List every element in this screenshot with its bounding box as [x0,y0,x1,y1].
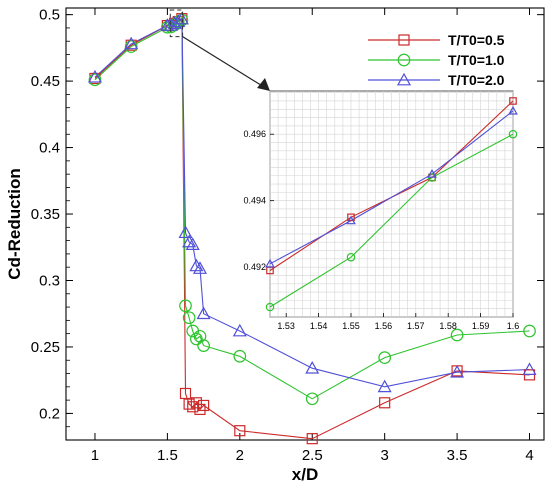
data-point-1 [190,332,203,346]
data-point-2 [182,234,197,248]
data-point-1 [233,349,247,363]
y-axis-title: Cd-Reduction [5,168,24,279]
legend-marker-1 [397,53,411,67]
data-point-0 [234,425,246,437]
data-point-0 [306,433,318,445]
data-point-2 [305,360,320,374]
data-point-2 [171,14,186,27]
x-tick-label: 1 [91,447,99,464]
inset-data-point-2 [427,169,437,178]
inset-y-tick-label: 0.492 [243,262,266,272]
legend-marker-2 [396,72,412,86]
y-tick-label: 0.3 [39,272,60,289]
data-point-0 [187,401,199,413]
data-point-0 [183,398,195,410]
data-point-1 [523,324,536,338]
x-tick-label: 3.5 [447,447,468,464]
data-point-0 [190,397,202,409]
inset-x-tick-label: 1.53 [277,321,295,331]
x-tick-label: 2 [236,447,244,464]
x-tick-label: 1.5 [157,447,178,464]
series-line-1 [94,19,530,400]
main-series-layer [87,11,537,445]
inset-data-point-1 [346,252,356,262]
data-point-0 [379,397,391,409]
y-tick-label: 0.5 [39,7,60,24]
data-point-2 [174,11,189,25]
data-point-1 [378,351,392,364]
x-tick-label: 3 [380,447,388,464]
zoom-arrow-shaft [182,36,265,88]
data-point-2 [232,323,247,337]
main-plot-area: 1 1.5 2 2.5 3 3.5 4 0.2 0.25 0.3 0.35 0.4 0.45 0.5 x/D… [5,7,545,484]
inset-data-point-1 [265,302,275,312]
legend: T/T0=0.5 T/T0=1.0 T/T0=2.0 [368,32,505,88]
inset-data-point-2 [508,105,518,115]
data-point-1 [182,311,196,325]
inset-data-point-0 [347,213,355,222]
inset-x-tick-label: 1.58 [439,321,457,331]
inset-series-line-1 [269,133,514,308]
y-tick-label: 0.45 [31,73,60,90]
data-point-2 [189,258,204,272]
data-point-2 [522,362,537,375]
data-point-2 [124,36,139,50]
data-point-2 [178,225,193,239]
data-point-0 [198,399,210,412]
data-point-2 [163,18,179,31]
x-tick-label: 2.5 [302,447,323,464]
legend-label-1: T/T0=1.0 [448,52,505,68]
y-tick-label: 0.4 [39,140,60,157]
zoom-arrow-head [257,78,270,91]
data-point-1 [197,339,210,352]
y-tick-label: 0.25 [31,339,60,356]
inset-data-point-1 [508,129,518,139]
legend-marker-0 [398,34,410,46]
data-point-2 [196,306,211,320]
data-point-2 [450,364,465,378]
zoom-box [169,9,184,38]
legend-label-0: T/T0=0.5 [448,32,505,48]
inset-x-tick-label: 1.57 [407,321,425,331]
x-tick-label: 4 [525,447,533,464]
legend-label-2: T/T0=2.0 [448,72,505,88]
inset-data-point-2 [265,258,275,268]
y-tick-label: 0.2 [39,405,60,422]
data-point-0 [194,403,206,416]
data-point-1 [179,299,192,313]
data-point-2 [377,379,392,393]
data-point-2 [185,237,200,251]
data-point-1 [305,392,319,406]
inset-data-point-2 [346,215,356,225]
data-point-2 [192,261,208,274]
inset-x-tick-label: 1.54 [310,321,328,331]
x-axis-title: x/D [292,465,318,484]
data-point-1 [124,40,138,53]
zoom-annotation-layer [169,9,270,91]
y-tick-label: 0.35 [31,206,60,223]
inset-data-point-0 [509,97,517,105]
inset-x-tick-label: 1.59 [472,321,490,331]
main-plot-frame [65,7,545,441]
data-point-2 [87,69,102,83]
data-point-2 [167,16,182,29]
data-point-1 [161,20,174,34]
zoom-inset: 1.53 1.54 1.55 1.56 1.57 1.58 1.59 1.6 0.492 0.49… [243,90,520,331]
data-point-0 [179,387,192,400]
inset-y-tick-label: 0.496 [243,129,266,139]
inset-y-tick-label: 0.494 [243,196,266,206]
inset-x-tick-label: 1.6 [507,321,520,331]
inset-x-tick-label: 1.56 [375,321,393,331]
data-point-1 [193,329,207,343]
inset-x-tick-label: 1.55 [342,321,360,331]
inset-series-line-2 [269,110,514,265]
data-point-1 [450,328,464,342]
data-point-1 [88,73,102,87]
